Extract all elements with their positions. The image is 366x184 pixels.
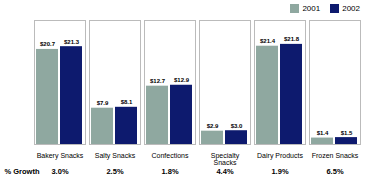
- svg-text:Dairy Products: Dairy Products: [257, 152, 303, 160]
- svg-text:1.8%: 1.8%: [161, 167, 178, 176]
- svg-text:$21.3: $21.3: [64, 39, 80, 45]
- svg-text:2.5%: 2.5%: [106, 167, 123, 176]
- svg-text:1.9%: 1.9%: [271, 167, 288, 176]
- svg-text:$1.5: $1.5: [341, 130, 353, 136]
- svg-text:Frozen Snacks: Frozen Snacks: [312, 152, 359, 159]
- svg-text:$7.9: $7.9: [97, 100, 109, 106]
- svg-text:$8.1: $8.1: [121, 99, 133, 105]
- svg-text:$20.7: $20.7: [40, 41, 56, 47]
- svg-text:% Growth: % Growth: [5, 167, 40, 176]
- svg-text:$21.8: $21.8: [284, 36, 300, 42]
- svg-text:$1.4: $1.4: [317, 130, 329, 136]
- svg-text:$21.4: $21.4: [260, 38, 276, 44]
- svg-text:$12.7: $12.7: [150, 78, 166, 84]
- svg-text:$12.9: $12.9: [174, 77, 190, 83]
- html-text:2002: 2002: [342, 3, 360, 13]
- svg-text:Confections: Confections: [152, 152, 189, 159]
- html-text:2001: 2001: [302, 3, 321, 13]
- svg-text:$2.9: $2.9: [207, 123, 219, 129]
- svg-text:4.4%: 4.4%: [216, 167, 233, 176]
- svg-text:SpecialtySnacks: SpecialtySnacks: [211, 152, 240, 166]
- svg-text:$3.0: $3.0: [231, 123, 243, 129]
- svg-text:Salty Snacks: Salty Snacks: [95, 152, 136, 160]
- svg-text:6.5%: 6.5%: [326, 167, 343, 176]
- svg-text:3.0%: 3.0%: [51, 167, 68, 176]
- svg-text:Bakery Snacks: Bakery Snacks: [37, 152, 84, 160]
